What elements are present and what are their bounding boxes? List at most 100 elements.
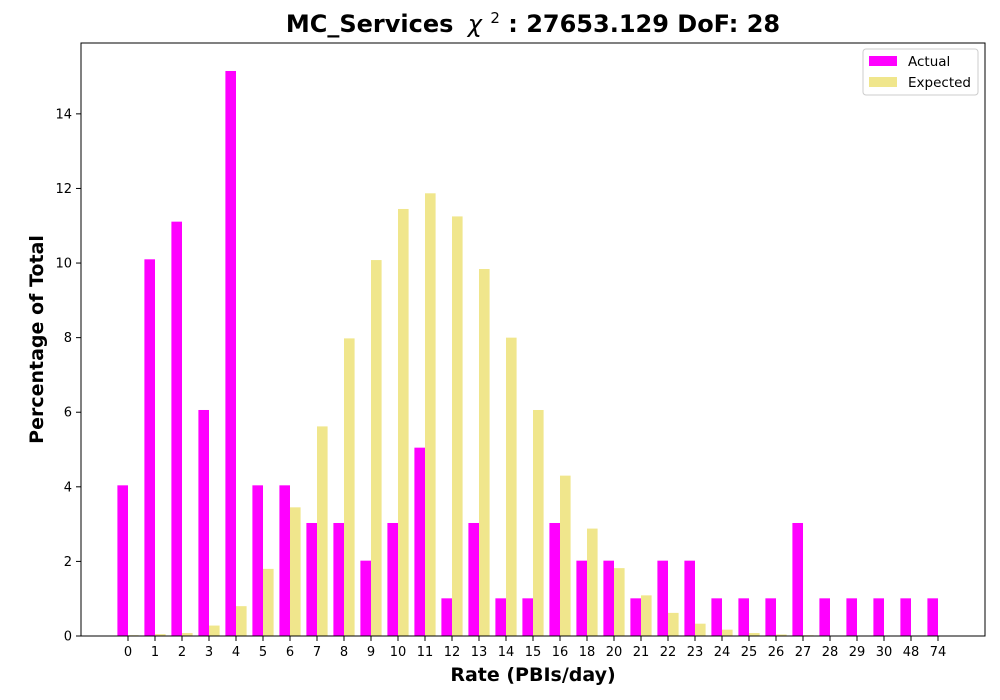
- x-tick-label: 74: [930, 645, 947, 660]
- y-tick-label: 8: [64, 331, 72, 346]
- x-tick-label: 20: [606, 645, 623, 660]
- y-tick-label: 12: [55, 182, 72, 197]
- bar-actual-4: [225, 70, 236, 637]
- x-tick-label: 26: [768, 645, 785, 660]
- bar-expected-12: [452, 216, 463, 637]
- bar-expected-23: [695, 623, 706, 636]
- x-tick-label: 9: [367, 645, 375, 660]
- bar-expected-1: [155, 634, 166, 636]
- bar-expected-7: [317, 426, 328, 636]
- legend-swatch-expected: [869, 77, 897, 87]
- bar-actual-26: [765, 598, 776, 636]
- bar-expected-18: [587, 528, 598, 636]
- chart-title-name: MC_Services: [286, 10, 454, 38]
- x-tick-label: 0: [124, 645, 132, 660]
- bar-actual-9: [360, 560, 371, 636]
- bar-actual-2: [171, 221, 182, 636]
- x-tick-label: 4: [232, 645, 240, 660]
- x-tick-label: 18: [579, 645, 596, 660]
- x-tick-label: 25: [741, 645, 758, 660]
- bar-actual-5: [252, 485, 263, 636]
- x-tick-label: 27: [795, 645, 812, 660]
- bar-expected-25: [749, 633, 760, 636]
- bar-actual-23: [684, 560, 695, 636]
- bar-actual-74: [927, 598, 938, 636]
- bar-expected-15: [533, 409, 544, 636]
- bar-expected-4: [236, 606, 247, 636]
- y-tick-label: 2: [64, 555, 72, 570]
- bar-actual-20: [603, 560, 614, 636]
- plot-frame: [80, 42, 986, 637]
- x-tick-label: 13: [471, 645, 488, 660]
- y-axis-ticks: 0 2 4 6 8 10 12 14: [55, 107, 81, 645]
- chart-title-chi-sup: 2: [490, 9, 500, 27]
- bar-actual-6: [279, 485, 290, 636]
- bar-expected-6: [290, 507, 301, 636]
- bar-actual-22: [657, 560, 668, 636]
- x-tick-label: 5: [259, 645, 267, 660]
- bar-actual-11: [414, 447, 425, 636]
- x-tick-label: 12: [444, 645, 461, 660]
- x-tick-label: 14: [498, 645, 515, 660]
- x-tick-label: 16: [552, 645, 569, 660]
- bar-actual-8: [333, 522, 344, 636]
- bar-expected-9: [371, 260, 382, 636]
- x-axis-label: Rate (PBIs/day): [450, 664, 615, 686]
- y-tick-label: 14: [55, 107, 72, 122]
- bar-actual-1: [144, 259, 155, 636]
- y-tick-label: 0: [64, 630, 72, 645]
- x-axis-ticks: 0 1 2 3 4 5 6 7 8 9 10 11 12 13 14 15 16 18 20 21 22 23 24 25 26…: [124, 636, 946, 660]
- bar-actual-16: [549, 522, 560, 636]
- bar-expected-26: [776, 634, 787, 636]
- x-tick-label: 11: [417, 645, 434, 660]
- x-tick-label: 29: [849, 645, 866, 660]
- bar-expected-13: [479, 269, 490, 636]
- x-tick-label: 2: [178, 645, 186, 660]
- y-tick-label: 6: [64, 406, 72, 421]
- chart-title: MC_Services χ 2 : 27653.129 DoF: 28: [286, 1, 780, 38]
- bar-actual-25: [738, 598, 749, 636]
- x-tick-label: 21: [633, 645, 650, 660]
- x-tick-label: 48: [903, 645, 920, 660]
- bar-actual-27: [792, 522, 803, 636]
- legend: Actual Expected: [862, 48, 979, 96]
- bar-expected-24: [722, 629, 733, 636]
- chart-title-stat: : 27653.129 DoF: 28: [508, 10, 780, 38]
- bar-expected-3: [209, 625, 220, 636]
- x-tick-label: 30: [876, 645, 893, 660]
- chart-title-chi: χ: [466, 10, 483, 38]
- x-tick-label: 23: [687, 645, 704, 660]
- bar-actual-0: [117, 485, 128, 636]
- bar-actual-3: [198, 409, 209, 636]
- x-tick-label: 3: [205, 645, 213, 660]
- x-tick-label: 7: [313, 645, 321, 660]
- bar-actual-48: [900, 598, 911, 636]
- x-tick-label: 22: [660, 645, 677, 660]
- legend-label-expected: Expected: [908, 75, 971, 91]
- legend-swatch-actual: [869, 56, 897, 66]
- x-tick-label: 28: [822, 645, 839, 660]
- bar-actual-13: [468, 522, 479, 636]
- bars-group: [117, 70, 938, 637]
- bar-expected-10: [398, 208, 409, 636]
- bar-actual-30: [873, 598, 884, 636]
- x-tick-label: 8: [340, 645, 348, 660]
- bar-actual-12: [441, 598, 452, 636]
- legend-label-actual: Actual: [908, 54, 950, 70]
- x-tick-label: 10: [390, 645, 407, 660]
- bar-expected-21: [641, 595, 652, 636]
- bar-expected-20: [614, 568, 625, 636]
- bar-expected-22: [668, 612, 679, 636]
- bar-actual-14: [495, 598, 506, 636]
- bar-actual-21: [630, 598, 641, 636]
- bar-expected-16: [560, 475, 571, 636]
- x-tick-label: 24: [714, 645, 731, 660]
- bar-actual-10: [387, 522, 398, 636]
- x-tick-label: 1: [151, 645, 159, 660]
- bar-actual-24: [711, 598, 722, 636]
- x-tick-label: 6: [286, 645, 294, 660]
- bar-expected-2: [182, 633, 193, 636]
- bar-actual-18: [576, 560, 587, 636]
- bar-actual-15: [522, 598, 533, 636]
